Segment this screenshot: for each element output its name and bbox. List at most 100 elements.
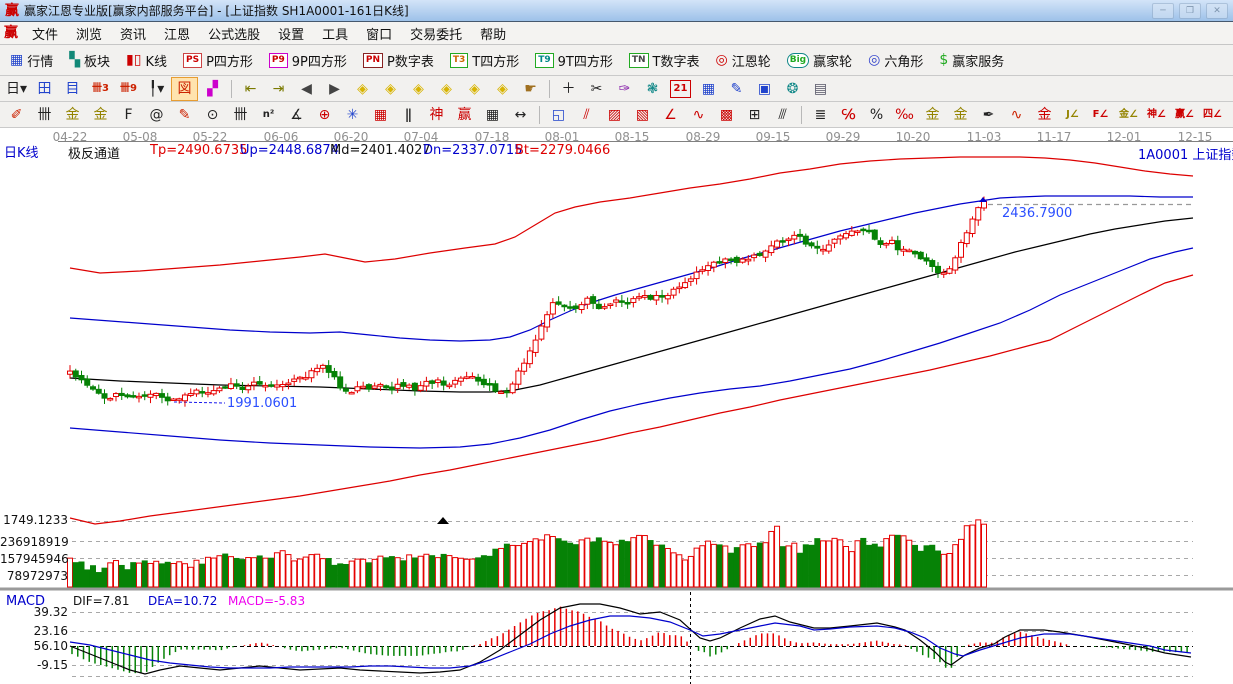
- compress-bars-icon[interactable]: ◈: [441, 80, 452, 97]
- circle-cross-icon[interactable]: ⊕: [318, 106, 331, 123]
- bars-tool-icon[interactable]: ≣: [814, 106, 827, 123]
- menu-工具[interactable]: 工具: [322, 27, 349, 43]
- toolbar-t-table-button[interactable]: TN T数字表: [622, 49, 707, 72]
- menu-资讯[interactable]: 资讯: [120, 27, 147, 43]
- gold-line-icon[interactable]: 金: [953, 106, 968, 123]
- save-icon[interactable]: ▣: [757, 80, 772, 97]
- pattern-select-icon[interactable]: 図: [171, 76, 198, 101]
- si-angle-icon[interactable]: 四∠: [1203, 108, 1222, 120]
- measure-h-icon[interactable]: ↔: [514, 106, 527, 123]
- menu-公式选股[interactable]: 公式选股: [208, 27, 261, 43]
- expand-bars-icon[interactable]: ◈: [469, 80, 480, 97]
- shen-angle-icon[interactable]: 神∠: [1147, 108, 1166, 120]
- zoom-horizontal-icon[interactable]: ◈: [413, 80, 424, 97]
- wave-icon[interactable]: ∿: [1010, 106, 1023, 123]
- f-grid-icon[interactable]: F: [124, 106, 133, 123]
- menu-文件[interactable]: 文件: [32, 27, 59, 43]
- toolbar-winner-service-button[interactable]: $ 赢家服务: [932, 49, 1011, 72]
- star-circle-icon[interactable]: ✳: [346, 106, 359, 123]
- shen-grid-icon[interactable]: 神: [429, 106, 444, 123]
- gold-angle-icon[interactable]: 金∠: [1119, 108, 1138, 120]
- calculator-icon[interactable]: ▦: [701, 80, 716, 97]
- last-page-icon[interactable]: ⇥: [272, 80, 285, 97]
- gold-box-icon[interactable]: 金: [1037, 106, 1052, 123]
- prev-bar-icon[interactable]: ◀: [301, 80, 312, 97]
- permille-icon[interactable]: ‰: [895, 106, 914, 123]
- chart-9-icon[interactable]: 卌9: [120, 82, 137, 94]
- next-bar-icon[interactable]: ▶: [329, 80, 340, 97]
- zoom-right-icon[interactable]: ◈: [385, 80, 396, 97]
- chart-canvas[interactable]: [0, 128, 1233, 684]
- menu-设置[interactable]: 设置: [278, 27, 305, 43]
- toolbar-p-square-button[interactable]: PS P四方形: [176, 49, 260, 72]
- fan-box-1-icon[interactable]: ▨: [607, 106, 622, 123]
- analyze-tool-icon[interactable]: ❃: [646, 80, 659, 97]
- measure-v-icon[interactable]: ǁ: [405, 106, 412, 123]
- grid-123-icon[interactable]: ▦: [485, 106, 500, 123]
- toolbar-t9-square-button[interactable]: T9 9T四方形: [528, 49, 620, 72]
- toolbar-p-table-button[interactable]: PN P数字表: [356, 49, 441, 72]
- minimize-button[interactable]: ─: [1152, 2, 1174, 19]
- info-view-icon[interactable]: 目: [65, 80, 80, 97]
- percent-icon[interactable]: %: [869, 106, 884, 123]
- slashes-icon[interactable]: ⫻: [778, 106, 787, 123]
- zoom-left-icon[interactable]: ◈: [357, 80, 368, 97]
- ying-grid-icon[interactable]: 赢: [457, 106, 472, 123]
- net-save-icon[interactable]: ❂: [786, 80, 799, 97]
- chart-3-icon[interactable]: 卌3: [92, 82, 109, 94]
- brush-icon[interactable]: ✐: [10, 106, 23, 123]
- spiral-icon[interactable]: @: [149, 106, 164, 123]
- toolbar-kline-button[interactable]: ▮▯ K线: [119, 49, 174, 72]
- draw-pen-icon[interactable]: ✑: [618, 80, 631, 97]
- menu-浏览[interactable]: 浏览: [76, 27, 103, 43]
- angle-lines-icon[interactable]: ∠: [664, 106, 677, 123]
- f-angle-icon[interactable]: F∠: [1092, 108, 1109, 120]
- box-tool-icon[interactable]: ◱: [551, 106, 566, 123]
- notes-icon[interactable]: ✎: [730, 80, 743, 97]
- menu-江恩[interactable]: 江恩: [164, 27, 191, 43]
- device-sync-icon[interactable]: ▤: [813, 80, 828, 97]
- vlines-icon[interactable]: 卌: [37, 106, 52, 123]
- red-grid-icon[interactable]: ▦: [373, 106, 388, 123]
- restore-button[interactable]: ❐: [1179, 2, 1201, 19]
- drag-hand-icon[interactable]: ☛: [524, 80, 537, 97]
- fit-screen-icon[interactable]: ◈: [497, 80, 508, 97]
- close-button[interactable]: ✕: [1206, 2, 1228, 19]
- fan-box-2-icon[interactable]: ▧: [635, 106, 650, 123]
- first-page-icon[interactable]: ⇤: [244, 80, 257, 97]
- candle-style-icon[interactable]: ╿▾: [148, 80, 165, 97]
- period-selector-icon[interactable]: 日▾: [5, 80, 28, 97]
- grid-dense-icon[interactable]: ▩: [719, 106, 734, 123]
- ying-angle-icon[interactable]: 赢∠: [1175, 108, 1194, 120]
- crosshair-icon[interactable]: ＋: [561, 80, 576, 97]
- zigzag-icon[interactable]: ∿: [692, 106, 705, 123]
- pen-2-icon[interactable]: ✒: [982, 106, 995, 123]
- pen-ruler-icon[interactable]: ✎: [178, 106, 191, 123]
- grid-plus-icon[interactable]: ⊞: [748, 106, 761, 123]
- menu-交易委托[interactable]: 交易委托: [410, 27, 463, 43]
- gann-fan-icon[interactable]: ⫽: [583, 106, 590, 123]
- lines-2-icon[interactable]: 卌: [233, 106, 248, 123]
- menu-窗口[interactable]: 窗口: [366, 27, 393, 43]
- toolbar-winner-wheel-button[interactable]: Big 赢家轮: [780, 49, 859, 72]
- gann-circle-icon[interactable]: ⊙: [206, 106, 219, 123]
- toolbar-p9-square-button[interactable]: P9 9P四方形: [262, 49, 354, 72]
- pattern-view-icon[interactable]: 田: [37, 80, 52, 97]
- calendar-21-icon[interactable]: 21: [670, 79, 691, 98]
- toolbar-hexagon-button[interactable]: ◎ 六角形: [861, 49, 930, 72]
- toolbar-t-square-button[interactable]: T3 T四方形: [443, 49, 526, 72]
- toolbar-sectors-button[interactable]: ▚ 板块: [62, 49, 117, 72]
- angle-a-icon[interactable]: ∡: [290, 106, 303, 123]
- toolbar-quotes-button[interactable]: ▦ 行情: [3, 49, 60, 72]
- gold-grid-2-icon[interactable]: 金: [93, 106, 108, 123]
- n2-grid-icon[interactable]: n²: [262, 108, 275, 120]
- cut-tool-icon[interactable]: ✂: [590, 80, 603, 97]
- percent-line-icon[interactable]: ℅: [841, 106, 856, 123]
- gold-circle-icon[interactable]: 金: [925, 106, 940, 123]
- title-bar: 赢 赢家江恩专业版[赢家内部服务平台] - [上证指数 SH1A0001-161…: [0, 0, 1233, 22]
- j-angle-icon[interactable]: J∠: [1066, 108, 1079, 120]
- gold-grid-1-icon[interactable]: 金: [65, 106, 80, 123]
- toolbar-gann-wheel-button[interactable]: ◎ 江恩轮: [709, 49, 778, 72]
- volume-style-icon[interactable]: ▞: [207, 80, 218, 97]
- menu-帮助[interactable]: 帮助: [480, 27, 507, 43]
